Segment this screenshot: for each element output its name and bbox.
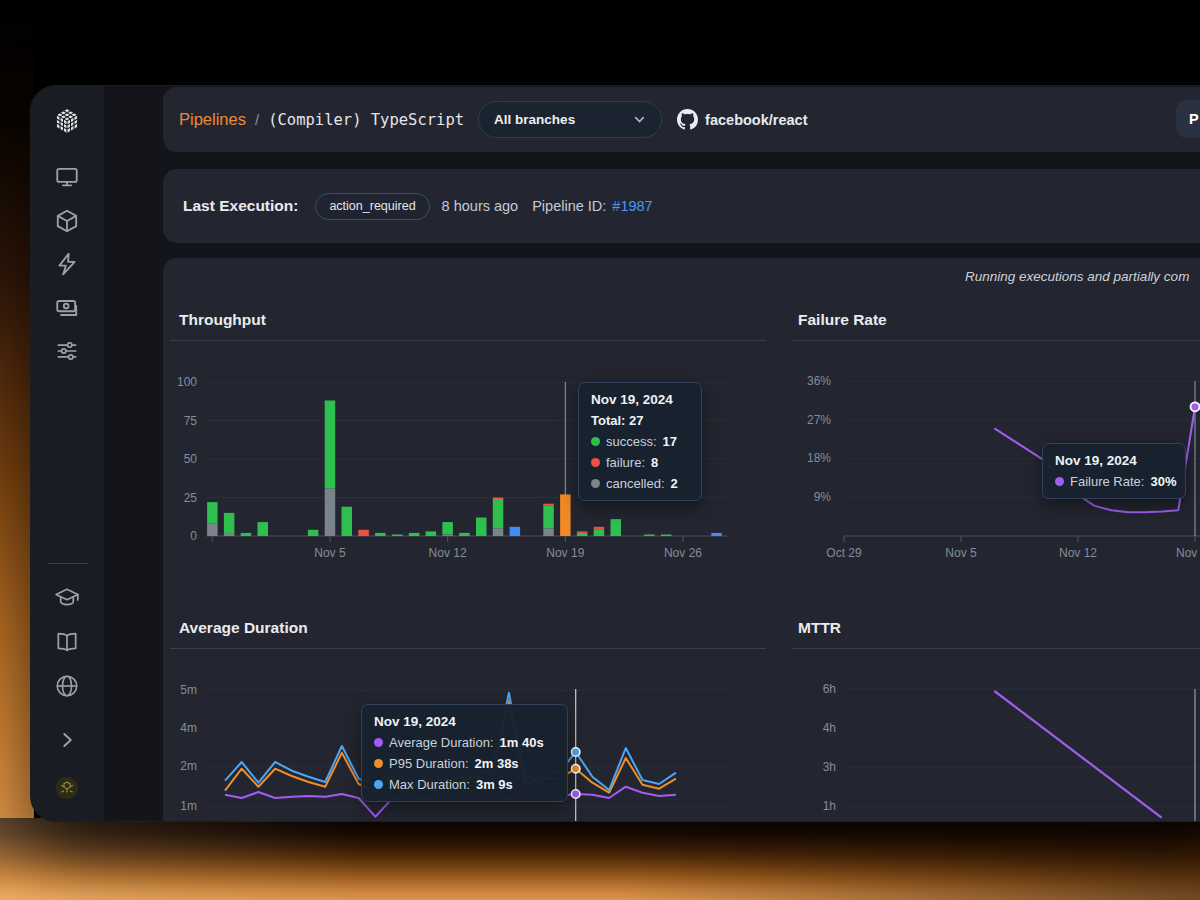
header-card: Pipelines / (Compiler) TypeScript All br…	[163, 87, 1200, 152]
svg-text:Nov 19: Nov 19	[1176, 546, 1200, 560]
breadcrumb-pipelines[interactable]: Pipelines	[179, 110, 246, 129]
background-gradient-bottom	[0, 818, 1200, 900]
globe-icon[interactable]	[54, 673, 80, 699]
graduation-cap-icon[interactable]	[54, 585, 80, 611]
throughput-tooltip: Nov 19, 2024 Total: 27 success:17 failur…	[578, 382, 702, 501]
avatar-icon[interactable]	[53, 774, 81, 802]
last-execution-card: Last Execution: action_required 8 hours …	[163, 169, 1200, 243]
svg-text:9%: 9%	[814, 490, 832, 504]
max-dot	[374, 780, 383, 789]
svg-text:1h: 1h	[823, 799, 836, 813]
breadcrumb-separator: /	[255, 111, 259, 128]
svg-text:Nov 5: Nov 5	[945, 546, 977, 560]
mttr-title: MTTR	[798, 619, 841, 637]
svg-text:36%: 36%	[807, 374, 831, 388]
header-action-button[interactable]: P	[1176, 100, 1200, 138]
svg-text:2m: 2m	[180, 759, 197, 773]
last-execution-label: Last Execution:	[183, 197, 298, 215]
divider	[170, 340, 766, 341]
svg-text:3h: 3h	[823, 760, 836, 774]
svg-text:75: 75	[184, 414, 198, 428]
avg-duration-tooltip: Nov 19, 2024 Average Duration:1m 40s P95…	[361, 704, 568, 802]
github-icon	[677, 109, 698, 130]
monitor-icon[interactable]	[54, 164, 80, 190]
pipeline-title: (Compiler) TypeScript	[268, 111, 464, 129]
svg-text:4h: 4h	[823, 721, 836, 735]
p95-dot	[374, 759, 383, 768]
branch-filter-dropdown[interactable]: All branches	[478, 101, 662, 138]
execution-time: 8 hours ago	[442, 198, 519, 214]
svg-text:1m: 1m	[180, 799, 197, 813]
throughput-title: Throughput	[179, 311, 266, 329]
failure-dot	[591, 458, 600, 467]
chevron-down-icon	[633, 113, 646, 126]
payments-icon[interactable]	[54, 295, 80, 321]
svg-text:Nov 12: Nov 12	[1059, 546, 1097, 560]
sidebar-divider	[48, 563, 88, 564]
sidebar	[31, 86, 104, 822]
svg-text:4m: 4m	[180, 721, 197, 735]
pipeline-id-label: Pipeline ID:	[532, 198, 606, 214]
svg-text:Nov 5: Nov 5	[314, 546, 346, 560]
pipeline-id-link[interactable]: #1987	[612, 198, 652, 214]
status-badge: action_required	[315, 193, 429, 220]
avg-duration-title: Average Duration	[179, 619, 308, 637]
svg-text:5m: 5m	[180, 683, 197, 697]
app-window: Pipelines / (Compiler) TypeScript All br…	[30, 85, 1200, 822]
svg-text:27%: 27%	[807, 413, 831, 427]
mttr-chart[interactable]: 6h 4h 3h 1h	[791, 651, 1200, 822]
svg-text:Nov 19: Nov 19	[546, 546, 584, 560]
svg-text:25: 25	[184, 491, 198, 505]
divider	[791, 648, 1200, 649]
repo-name: facebook/react	[705, 112, 807, 128]
svg-text:Nov 12: Nov 12	[429, 546, 467, 560]
sliders-icon[interactable]	[54, 338, 80, 364]
failure-rate-tooltip: Nov 19, 2024 Failure Rate:30%	[1042, 443, 1186, 499]
chevron-right-icon[interactable]	[54, 727, 80, 753]
success-dot	[591, 437, 600, 446]
lightning-icon[interactable]	[54, 251, 80, 277]
svg-text:50: 50	[184, 452, 198, 466]
svg-text:0: 0	[190, 529, 197, 543]
svg-text:6h: 6h	[823, 682, 836, 696]
svg-text:100: 100	[177, 375, 197, 389]
repo-link[interactable]: facebook/react	[677, 109, 807, 130]
charts-note: Running executions and partially com	[965, 269, 1189, 284]
divider	[791, 340, 1200, 341]
svg-text:18%: 18%	[807, 451, 831, 465]
branch-filter-value: All branches	[494, 112, 575, 127]
svg-text:Oct 29: Oct 29	[826, 546, 862, 560]
package-icon[interactable]	[54, 208, 80, 234]
cancelled-dot	[591, 479, 600, 488]
avg-dot	[374, 738, 383, 747]
svg-text:Nov 26: Nov 26	[664, 546, 702, 560]
app-logo-icon[interactable]	[53, 107, 81, 135]
failure-rate-title: Failure Rate	[798, 311, 887, 329]
background-gradient-left	[0, 0, 34, 900]
screenshot-stage: Pipelines / (Compiler) TypeScript All br…	[0, 0, 1200, 900]
divider	[170, 648, 766, 649]
failure-rate-dot	[1055, 477, 1064, 486]
book-open-icon[interactable]	[54, 629, 80, 655]
